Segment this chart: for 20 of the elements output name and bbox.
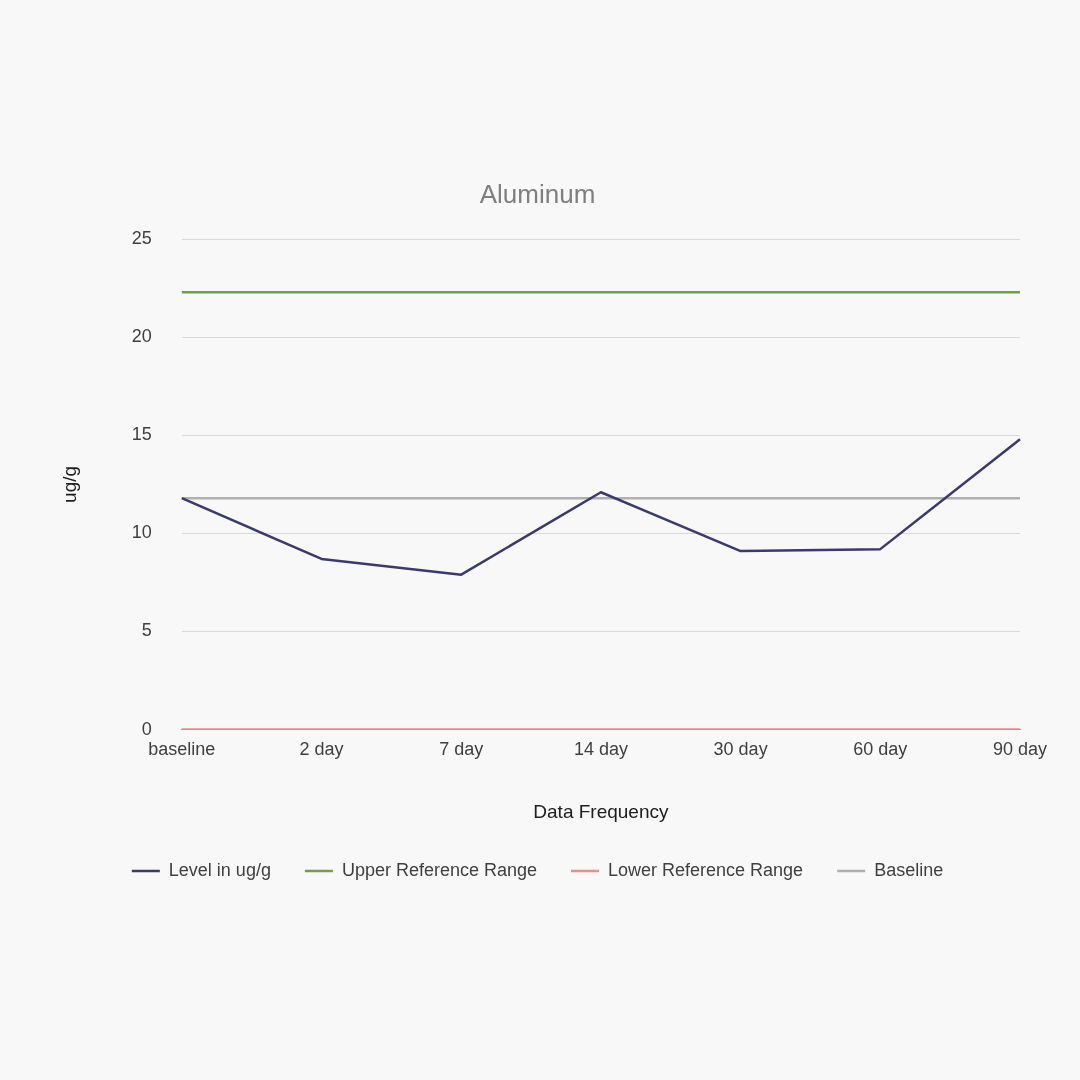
y-tick-label: 15: [131, 424, 152, 445]
x-tick-label: 30 day: [713, 739, 768, 760]
x-axis-title: Data Frequency: [533, 800, 669, 822]
x-tick-label: 14 day: [573, 739, 628, 760]
x-tick-label: 60 day: [853, 739, 908, 760]
y-tick-label: 0: [141, 718, 152, 739]
legend-label: Lower Reference Range: [608, 859, 804, 880]
y-tick-label: 10: [131, 522, 152, 543]
y-tick-label: 20: [131, 326, 152, 347]
y-tick-label: 25: [131, 228, 152, 249]
x-tick-label: 90 day: [992, 739, 1048, 760]
legend-label: Upper Reference Range: [341, 859, 538, 880]
chart-title: Aluminum: [479, 178, 596, 209]
legend-label: Level in ug/g: [168, 859, 271, 880]
y-axis-title: ug/g: [58, 465, 80, 503]
x-tick-label: 2 day: [299, 739, 344, 760]
x-tick-label: baseline: [148, 739, 216, 760]
y-tick-label: 5: [141, 620, 152, 641]
x-tick-label: 7 day: [439, 739, 484, 760]
legend-label: Baseline: [874, 859, 944, 880]
